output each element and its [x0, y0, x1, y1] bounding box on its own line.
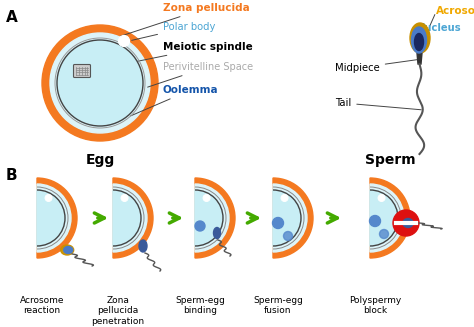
Text: Acrosome: Acrosome	[436, 6, 474, 16]
FancyBboxPatch shape	[73, 64, 91, 77]
Text: Perivitelline Space: Perivitelline Space	[147, 62, 253, 87]
Text: Tail: Tail	[335, 98, 421, 110]
Text: Meiotic spindle: Meiotic spindle	[92, 42, 253, 70]
Text: Sperm: Sperm	[365, 153, 415, 167]
Wedge shape	[273, 184, 307, 252]
Ellipse shape	[213, 228, 220, 238]
Text: Acrosome
reaction: Acrosome reaction	[20, 296, 64, 316]
Ellipse shape	[139, 240, 147, 252]
Ellipse shape	[411, 27, 427, 53]
Circle shape	[45, 195, 52, 201]
Circle shape	[118, 36, 129, 46]
Ellipse shape	[403, 218, 413, 228]
Wedge shape	[370, 178, 410, 258]
Circle shape	[283, 232, 292, 240]
Wedge shape	[273, 190, 301, 246]
Wedge shape	[37, 190, 65, 246]
Circle shape	[121, 195, 128, 201]
Wedge shape	[37, 184, 71, 252]
Circle shape	[370, 215, 381, 227]
Wedge shape	[195, 184, 229, 252]
Wedge shape	[113, 184, 147, 252]
Text: Zona pellucida: Zona pellucida	[121, 3, 250, 36]
Circle shape	[203, 195, 210, 201]
Ellipse shape	[64, 247, 73, 253]
Wedge shape	[370, 184, 404, 252]
Text: B: B	[6, 168, 18, 183]
Text: Midpiece: Midpiece	[335, 60, 419, 73]
Text: Egg: Egg	[85, 153, 115, 167]
Circle shape	[50, 33, 150, 133]
Circle shape	[195, 221, 205, 231]
Text: Polyspermy
block: Polyspermy block	[349, 296, 401, 316]
Wedge shape	[113, 178, 153, 258]
Wedge shape	[370, 190, 398, 246]
Wedge shape	[195, 190, 223, 246]
Text: Oolemma: Oolemma	[130, 85, 219, 116]
Ellipse shape	[414, 33, 423, 50]
Wedge shape	[37, 178, 77, 258]
Text: Zona
pellucida
penetration: Zona pellucida penetration	[91, 296, 145, 326]
Text: Nucleus: Nucleus	[416, 23, 461, 33]
Wedge shape	[195, 178, 235, 258]
Text: Polar body: Polar body	[132, 22, 215, 40]
Ellipse shape	[61, 245, 73, 255]
Wedge shape	[273, 178, 313, 258]
Circle shape	[378, 195, 385, 201]
Circle shape	[393, 210, 419, 236]
Polygon shape	[417, 53, 422, 64]
Circle shape	[42, 25, 158, 141]
Text: Sperm-egg
fusion: Sperm-egg fusion	[253, 296, 303, 316]
Circle shape	[281, 195, 288, 201]
Wedge shape	[113, 190, 141, 246]
Circle shape	[273, 217, 283, 229]
Text: A: A	[6, 10, 18, 25]
Ellipse shape	[410, 23, 430, 53]
Circle shape	[380, 230, 389, 238]
Circle shape	[57, 40, 143, 126]
Text: Sperm-egg
binding: Sperm-egg binding	[175, 296, 225, 316]
